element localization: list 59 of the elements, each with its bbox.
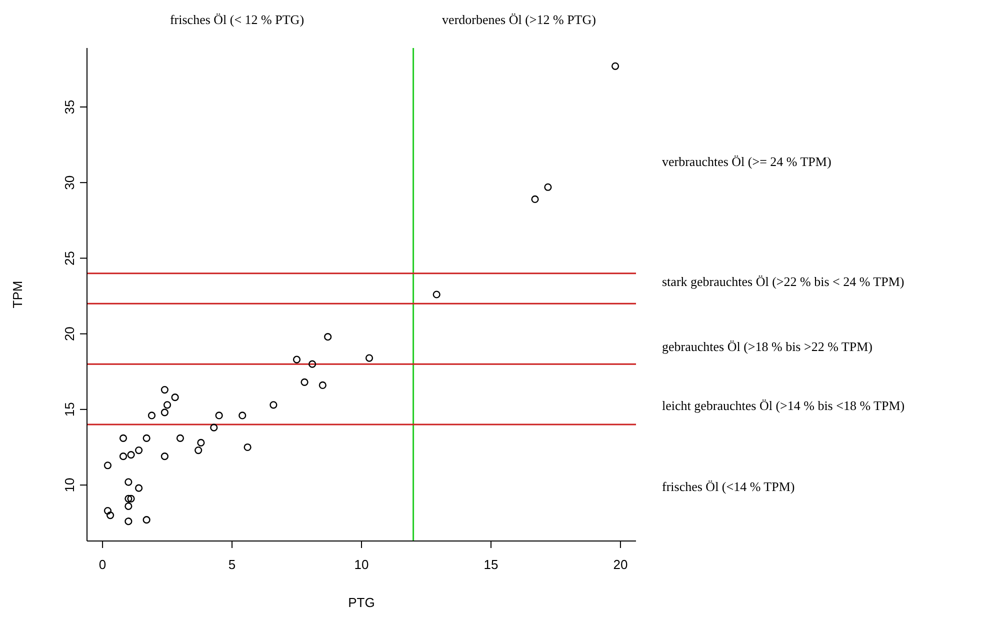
- text: verdorbenes Öl (>12 % PTG): [442, 12, 596, 27]
- text: frisches Öl (< 12 % PTG): [170, 12, 304, 27]
- y-axis-title: TPM: [10, 280, 25, 308]
- point: [197, 438, 205, 446]
- text: stark gebrauchtes Öl (>22 % bis < 24 % TPM): [662, 274, 904, 289]
- x-tick-label: 10: [354, 557, 369, 572]
- point: [124, 478, 132, 486]
- point: [104, 462, 112, 470]
- y-tick-label: 20: [62, 326, 77, 342]
- point: [171, 394, 179, 402]
- point: [134, 484, 143, 492]
- point: [318, 381, 326, 390]
- point: [365, 354, 374, 362]
- point: [104, 506, 112, 515]
- y-tick-label: 10: [62, 478, 77, 492]
- x-tick-label: 0: [98, 557, 106, 572]
- point: [127, 451, 135, 459]
- point: [106, 511, 114, 520]
- point: [127, 494, 135, 502]
- point: [611, 62, 620, 70]
- y-tick-label: 35: [62, 100, 77, 114]
- text: leicht gebrauchtes Öl (>14 % bis <18 % TPM): [662, 398, 905, 413]
- point: [194, 446, 202, 454]
- point: [124, 502, 132, 510]
- point: [300, 378, 308, 386]
- point: [134, 446, 143, 454]
- point: [124, 518, 132, 526]
- point: [270, 401, 278, 409]
- point: [148, 412, 156, 420]
- point: [238, 412, 246, 420]
- point: [244, 443, 252, 452]
- point: [163, 401, 172, 409]
- x-tick-label: 15: [484, 557, 498, 572]
- point: [308, 360, 316, 368]
- point: [119, 452, 128, 460]
- point: [324, 333, 332, 341]
- y-tick-label: 15: [62, 402, 77, 417]
- x-axis-title: PTG: [348, 595, 375, 610]
- text: gebrauchtes Öl (>18 % bis >22 % TPM): [662, 339, 872, 354]
- x-tick-label: 5: [228, 557, 236, 572]
- text: frisches Öl (<14 % TPM): [662, 479, 795, 494]
- point: [176, 434, 184, 442]
- point: [142, 434, 150, 442]
- point: [531, 195, 539, 204]
- point: [160, 386, 168, 394]
- point: [124, 494, 132, 502]
- x-tick-label: 20: [613, 557, 628, 572]
- text: verbrauchtes Öl (>= 24 % TPM): [662, 154, 832, 169]
- point: [119, 434, 128, 442]
- point: [215, 412, 223, 420]
- point: [160, 452, 168, 460]
- point: [160, 408, 168, 416]
- point: [432, 290, 440, 298]
- point: [292, 356, 301, 364]
- point: [210, 424, 218, 432]
- point: [544, 183, 552, 191]
- y-tick-label: 30: [62, 175, 77, 190]
- point: [142, 516, 150, 524]
- y-tick-label: 25: [62, 250, 77, 266]
